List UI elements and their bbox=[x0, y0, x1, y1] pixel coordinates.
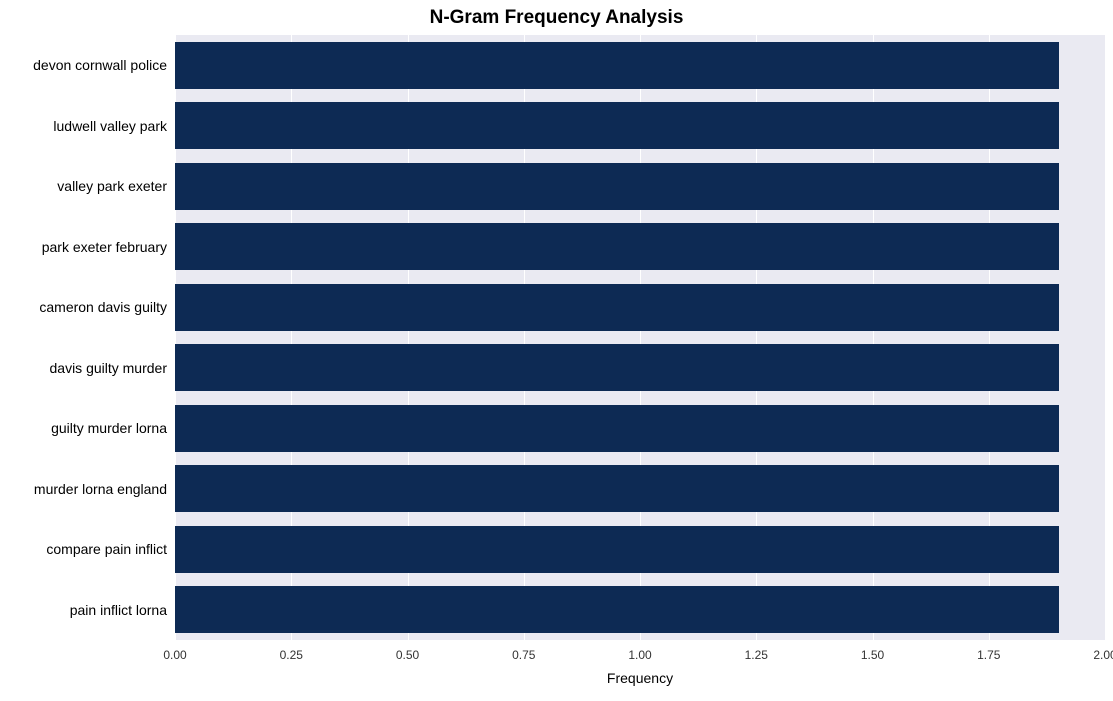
bar bbox=[175, 586, 1059, 633]
bar bbox=[175, 223, 1059, 270]
x-tick-label: 1.25 bbox=[745, 648, 768, 662]
x-tick-label: 0.75 bbox=[512, 648, 535, 662]
bar bbox=[175, 465, 1059, 512]
y-tick-label: pain inflict lorna bbox=[0, 602, 167, 618]
x-axis-label: Frequency bbox=[175, 670, 1105, 686]
x-tick-label: 1.75 bbox=[977, 648, 1000, 662]
x-tick-label: 1.00 bbox=[628, 648, 651, 662]
gridline bbox=[1105, 35, 1106, 640]
x-tick-label: 0.00 bbox=[163, 648, 186, 662]
ngram-frequency-chart: N-Gram Frequency Analysis Frequency devo… bbox=[0, 0, 1113, 701]
x-tick-label: 0.25 bbox=[280, 648, 303, 662]
plot-area bbox=[175, 35, 1105, 640]
bar bbox=[175, 344, 1059, 391]
bar bbox=[175, 163, 1059, 210]
y-tick-label: guilty murder lorna bbox=[0, 420, 167, 436]
y-tick-label: murder lorna england bbox=[0, 481, 167, 497]
y-tick-label: cameron davis guilty bbox=[0, 299, 167, 315]
bar bbox=[175, 284, 1059, 331]
x-tick-label: 1.50 bbox=[861, 648, 884, 662]
bar bbox=[175, 405, 1059, 452]
y-tick-label: park exeter february bbox=[0, 239, 167, 255]
y-tick-label: compare pain inflict bbox=[0, 541, 167, 557]
bar bbox=[175, 526, 1059, 573]
bar bbox=[175, 42, 1059, 89]
y-tick-label: davis guilty murder bbox=[0, 360, 167, 376]
y-tick-label: valley park exeter bbox=[0, 178, 167, 194]
y-tick-label: ludwell valley park bbox=[0, 118, 167, 134]
bar bbox=[175, 102, 1059, 149]
y-tick-label: devon cornwall police bbox=[0, 57, 167, 73]
chart-title: N-Gram Frequency Analysis bbox=[0, 7, 1113, 29]
x-tick-label: 0.50 bbox=[396, 648, 419, 662]
x-tick-label: 2.00 bbox=[1093, 648, 1113, 662]
